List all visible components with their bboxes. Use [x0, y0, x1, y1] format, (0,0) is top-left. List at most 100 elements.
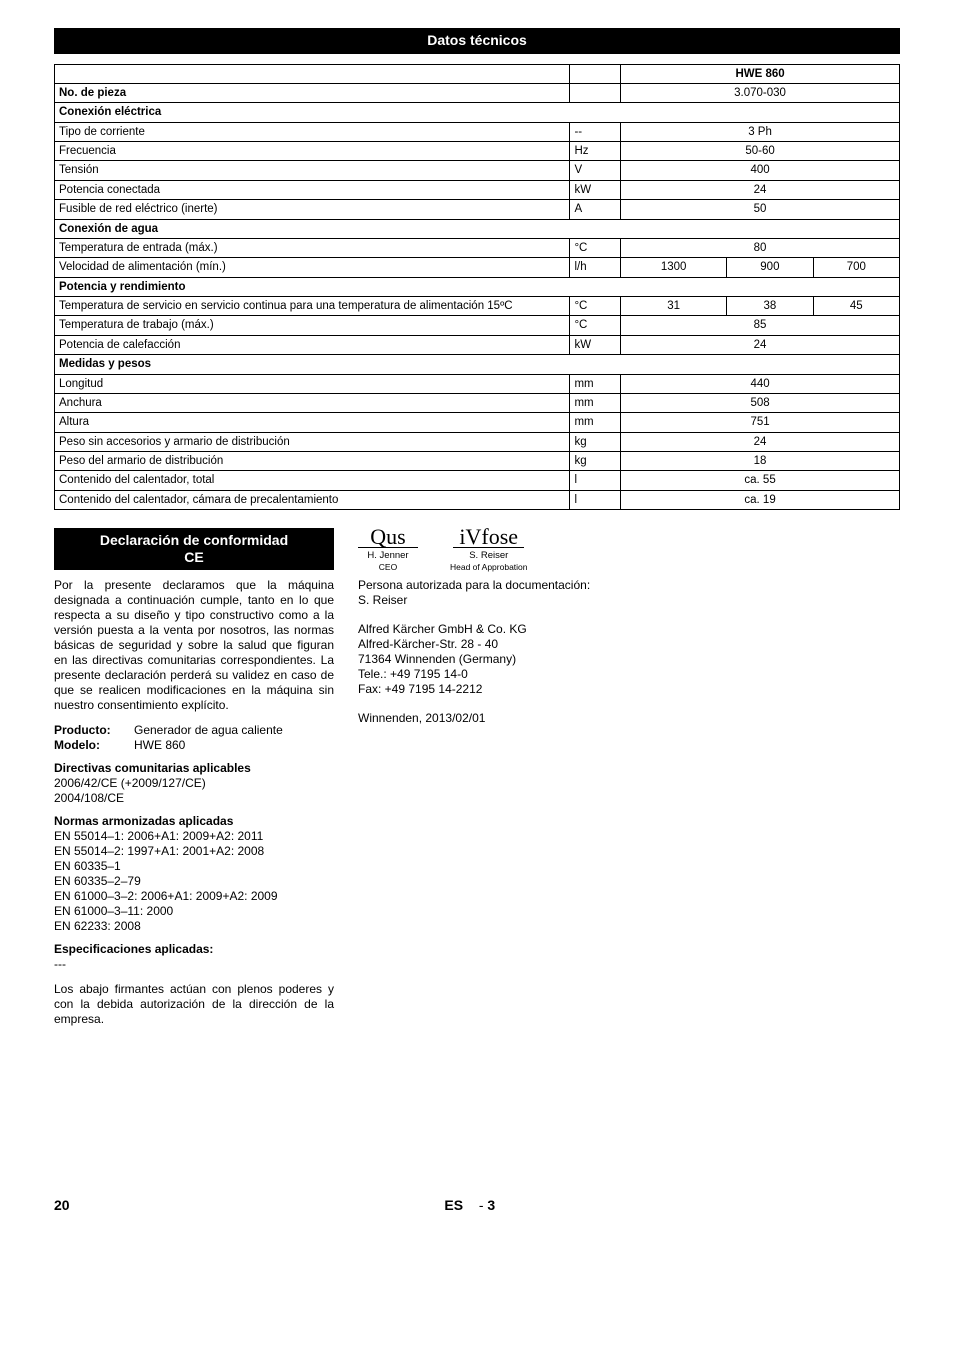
table-row: Temperatura de entrada (máx.)°C80	[55, 238, 900, 257]
table-row: Medidas y pesos	[55, 355, 900, 374]
decl-title-line2: CE	[184, 549, 203, 565]
value-cell: 1300	[621, 258, 727, 277]
norm-line: EN 55014–2: 1997+A1: 2001+A2: 2008	[54, 844, 334, 859]
table-row: Velocidad de alimentación (mín.)l/h13009…	[55, 258, 900, 277]
label-cell: Altura	[55, 413, 570, 432]
label-cell: Temperatura de entrada (máx.)	[55, 238, 570, 257]
signature-column: Qus H. Jenner CEO iVfose S. Reiser Head …	[358, 528, 638, 1037]
label-cell: Longitud	[55, 374, 570, 393]
model-header: HWE 860	[621, 64, 900, 83]
label-cell: Potencia de calefacción	[55, 335, 570, 354]
footer-center: ES - 3	[444, 1197, 495, 1215]
table-row: Conexión de agua	[55, 219, 900, 238]
label-cell: No. de pieza	[55, 83, 570, 102]
sig2-role: Head of Approbation	[450, 562, 528, 573]
directive-line: 2006/42/CE (+2009/127/CE)	[54, 776, 334, 791]
page-number: 20	[54, 1197, 70, 1215]
specs-title: Especificaciones aplicadas:	[54, 942, 334, 957]
value-cell: 3.070-030	[621, 83, 900, 102]
value-cell: 50	[621, 200, 900, 219]
section-header-cell: Potencia y rendimiento	[55, 277, 900, 296]
section-header-cell: Conexión de agua	[55, 219, 900, 238]
page-footer: 20 ES - 3	[54, 1197, 900, 1215]
value-cell: 24	[621, 180, 900, 199]
specs-value: ---	[54, 957, 334, 972]
label-cell: Fusible de red eléctrico (inerte)	[55, 200, 570, 219]
table-row: Potencia conectadakW24	[55, 180, 900, 199]
label-cell: Contenido del calentador, cámara de prec…	[55, 490, 570, 509]
addr3: 71364 Winnenden (Germany)	[358, 652, 638, 667]
auth-line: Persona autorizada para la documentación…	[358, 578, 638, 593]
unit-cell: kg	[570, 452, 621, 471]
table-row: Alturamm751	[55, 413, 900, 432]
cell-empty	[570, 64, 621, 83]
unit-cell: l	[570, 471, 621, 490]
section-header-cell: Medidas y pesos	[55, 355, 900, 374]
addr2: Alfred-Kärcher-Str. 28 - 40	[358, 637, 638, 652]
norm-line: EN 60335–2–79	[54, 874, 334, 889]
unit-cell: mm	[570, 393, 621, 412]
auth-name: S. Reiser	[358, 593, 638, 608]
table-row: Contenido del calentador, cámara de prec…	[55, 490, 900, 509]
table-row: Longitudmm440	[55, 374, 900, 393]
label-cell: Temperatura de trabajo (máx.)	[55, 316, 570, 335]
value-cell: 440	[621, 374, 900, 393]
unit-cell: --	[570, 122, 621, 141]
value-cell: 80	[621, 238, 900, 257]
value-cell: 38	[727, 297, 813, 316]
signature-scribble: iVfose	[453, 528, 524, 548]
label-cell: Temperatura de servicio en servicio cont…	[55, 297, 570, 316]
model-row: Modelo: HWE 860	[54, 738, 334, 753]
value-cell: ca. 55	[621, 471, 900, 490]
directives-title: Directivas comunitarias aplicables	[54, 761, 334, 776]
unit-cell: kW	[570, 335, 621, 354]
signature-row: Qus H. Jenner CEO iVfose S. Reiser Head …	[358, 528, 638, 572]
norm-line: EN 61000–3–11: 2000	[54, 904, 334, 919]
label-cell: Potencia conectada	[55, 180, 570, 199]
table-row: Tipo de corriente--3 Ph	[55, 122, 900, 141]
footer-lang: ES	[444, 1197, 463, 1213]
table-row: HWE 860	[55, 64, 900, 83]
table-row: Anchuramm508	[55, 393, 900, 412]
product-val: Generador de agua caliente	[134, 723, 283, 738]
norm-line: EN 62233: 2008	[54, 919, 334, 934]
norms-title: Normas armonizadas aplicadas	[54, 814, 334, 829]
product-row: Producto: Generador de agua caliente	[54, 723, 334, 738]
model-key: Modelo:	[54, 738, 134, 753]
model-val: HWE 860	[134, 738, 185, 753]
section-header-cell: Conexión eléctrica	[55, 103, 900, 122]
signature-scribble: Qus	[358, 528, 418, 548]
unit-cell: °C	[570, 238, 621, 257]
table-row: Temperatura de servicio en servicio cont…	[55, 297, 900, 316]
unit-cell: A	[570, 200, 621, 219]
sig1-role: CEO	[358, 562, 418, 573]
label-cell: Tipo de corriente	[55, 122, 570, 141]
label-cell: Velocidad de alimentación (mín.)	[55, 258, 570, 277]
addr4: Tele.: +49 7195 14-0	[358, 667, 638, 682]
value-cell: 400	[621, 161, 900, 180]
table-row: Peso sin accesorios y armario de distrib…	[55, 432, 900, 451]
norms-list: EN 55014–1: 2006+A1: 2009+A2: 2011EN 550…	[54, 829, 334, 934]
unit-cell: °C	[570, 316, 621, 335]
table-row: Potencia de calefacciónkW24	[55, 335, 900, 354]
unit-cell: mm	[570, 374, 621, 393]
table-row: Fusible de red eléctrico (inerte)A50	[55, 200, 900, 219]
value-cell: 18	[621, 452, 900, 471]
sig1-name: H. Jenner	[358, 550, 418, 562]
footer-seq: 3	[487, 1197, 495, 1213]
table-row: TensiónV400	[55, 161, 900, 180]
table-row: No. de pieza 3.070-030	[55, 83, 900, 102]
unit-cell: Hz	[570, 142, 621, 161]
value-cell: 508	[621, 393, 900, 412]
lower-columns: Declaración de conformidad CE Por la pre…	[54, 528, 900, 1037]
declaration-title: Declaración de conformidad CE	[54, 528, 334, 570]
label-cell: Contenido del calentador, total	[55, 471, 570, 490]
cell-empty	[55, 64, 570, 83]
sig2-name: S. Reiser	[450, 550, 528, 562]
value-cell: 700	[813, 258, 899, 277]
decl-title-line1: Declaración de conformidad	[100, 532, 288, 548]
norm-line: EN 55014–1: 2006+A1: 2009+A2: 2011	[54, 829, 334, 844]
addr5: Fax: +49 7195 14-2212	[358, 682, 638, 697]
product-key: Producto:	[54, 723, 134, 738]
value-cell: 24	[621, 432, 900, 451]
